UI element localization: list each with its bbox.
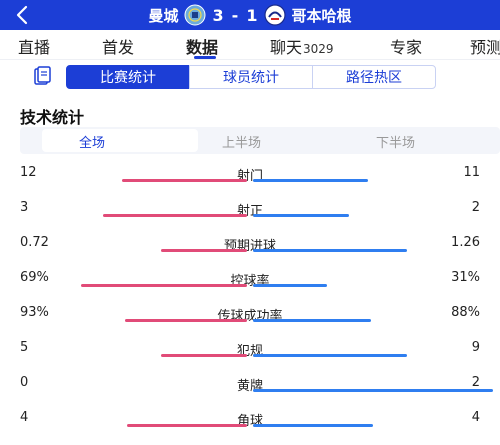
away-team-name: 哥本哈根 [291,6,352,25]
score-separator: - [231,5,239,25]
sub-tab-heat-zones[interactable]: 路径热区 [312,65,436,89]
period-first-half[interactable]: 上半场 [222,136,262,151]
stat-away-value: 1.26 [451,235,480,250]
home-team-crest-icon [184,4,206,26]
stat-away-bar [253,389,493,392]
document-icon[interactable] [32,66,52,88]
match-header: 曼城 3 - 1 哥本哈根 [0,0,500,30]
stat-away-value: 2 [471,200,480,215]
home-team-name: 曼城 [148,6,179,25]
period-second-half[interactable]: 下半场 [376,136,416,151]
stat-away-value: 11 [463,165,480,180]
stat-home-bar [122,179,247,182]
tab-live[interactable]: 直播 [18,38,51,57]
section-title: 技术统计 [20,108,85,127]
stat-away-bar [253,354,407,357]
stat-home-bar [81,284,247,287]
chevron-left-icon [16,5,28,25]
stat-home-bar [125,319,247,322]
stat-home-bar [103,214,247,217]
stat-away-value: 9 [471,340,480,355]
period-full-match[interactable]: 全场 [79,136,106,151]
tab-lineup[interactable]: 首发 [102,38,135,57]
chat-count: 3029 [303,42,334,56]
stat-home-value: 12 [20,165,37,180]
tab-predict[interactable]: 预测 [470,38,500,57]
stat-home-bar [161,249,247,252]
stat-home-value: 0.72 [20,235,49,250]
stat-away-value: 31% [451,270,480,285]
stat-home-bar [127,424,247,427]
stat-home-value: 69% [20,270,49,285]
period-active-highlight [42,129,198,152]
stat-away-value: 2 [471,375,480,390]
back-button[interactable] [12,3,34,27]
period-selector: 全场 上半场 下半场 [20,127,500,154]
stat-away-bar [253,179,368,182]
match-score: 曼城 3 - 1 哥本哈根 [0,0,500,30]
stat-row: 0.72 预期进球 1.26 [0,235,500,270]
home-score: 3 [212,5,224,25]
stat-home-value: 0 [20,375,29,390]
stats-sub-tabs: 比赛统计 球员统计 路径热区 [0,62,500,92]
stat-row: 5 犯规 9 [0,340,500,375]
sub-tab-match-stats[interactable]: 比赛统计 [66,65,190,89]
stat-row: 3 射正 2 [0,200,500,235]
stat-row: 12 射门 11 [0,165,500,200]
stat-row: 4 角球 4 [0,410,500,445]
tab-data[interactable]: 数据 [186,38,219,57]
away-team-crest-icon [264,4,287,26]
tab-chat[interactable]: 聊天3029 [270,38,334,57]
stat-away-bar [253,249,407,252]
stat-home-value: 93% [20,305,49,320]
stat-away-bar [253,214,349,217]
active-tab-indicator [194,56,216,59]
away-score: 1 [246,5,258,25]
main-nav: 直播 首发 数据 聊天3029 专家 预测 [0,30,500,60]
stat-away-value: 4 [471,410,480,425]
stat-row: 0 黄牌 2 [0,375,500,410]
stat-row: 93% 传球成功率 88% [0,305,500,340]
stat-away-value: 88% [451,305,480,320]
stat-home-value: 5 [20,340,29,355]
tab-experts[interactable]: 专家 [390,38,423,57]
stat-away-bar [253,319,371,322]
stat-home-bar [161,354,247,357]
stat-home-value: 3 [20,200,29,215]
stat-away-bar [253,424,373,427]
stat-away-bar [253,284,327,287]
stat-home-value: 4 [20,410,29,425]
sub-tab-player-stats[interactable]: 球员统计 [189,65,313,89]
stat-row: 69% 控球率 31% [0,270,500,305]
